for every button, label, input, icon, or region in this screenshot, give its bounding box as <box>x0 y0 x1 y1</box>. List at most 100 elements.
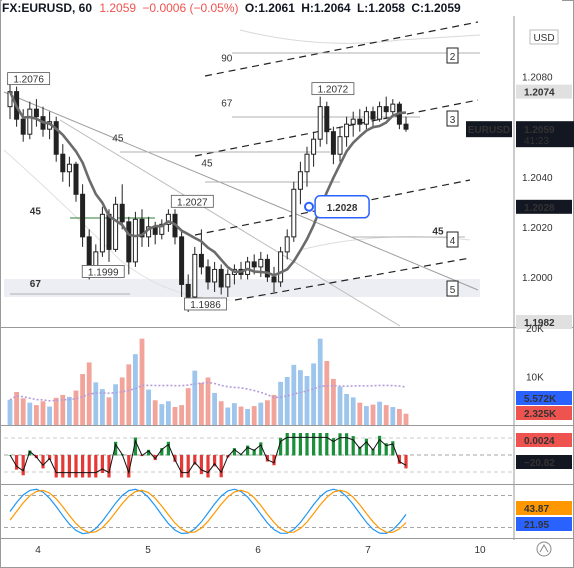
stoch-d-line <box>9 489 407 534</box>
price-annotation-box <box>81 265 125 278</box>
stoch-tag-box <box>516 501 572 515</box>
candle-body-down <box>126 221 132 263</box>
candle-body-up <box>66 163 72 173</box>
candle-body-up <box>93 251 99 268</box>
last-price-tag: 1.2059 <box>524 125 555 136</box>
candle <box>311 131 317 167</box>
oscillator-bar <box>166 441 170 456</box>
volume-tag: 2.325K <box>524 409 557 420</box>
candle <box>403 116 409 132</box>
candle <box>192 246 198 302</box>
candle <box>218 264 224 295</box>
time-tick: 6 <box>255 545 261 556</box>
volume-bar <box>344 393 349 425</box>
candle <box>337 126 343 162</box>
volume-bar <box>370 404 376 425</box>
candle-body-down <box>271 276 277 283</box>
oscillator-bar <box>285 433 289 456</box>
candle-body-up <box>278 251 284 283</box>
low-key: L: <box>356 1 369 15</box>
candle <box>291 181 297 242</box>
oscillator-bar <box>127 455 131 478</box>
oscillator-bar <box>305 433 309 456</box>
candle-body-up <box>350 118 356 125</box>
candle <box>212 261 218 292</box>
volume-bar <box>47 406 52 425</box>
candle-body-up <box>165 213 171 225</box>
volume-bar <box>291 364 297 425</box>
candle-body-down <box>198 253 204 268</box>
oscillator-tag-box <box>516 433 572 447</box>
oscillator-bar <box>100 455 104 473</box>
candle <box>278 246 284 287</box>
oscillator-bar <box>94 455 98 478</box>
time-tick: 5 <box>145 545 151 556</box>
volume-bar <box>205 377 211 425</box>
open-key: O: <box>244 1 259 15</box>
candle <box>205 259 211 290</box>
candles-layer <box>7 81 409 312</box>
volume-tag: 5.572K <box>524 394 557 405</box>
candle-body-down <box>205 266 211 283</box>
candle <box>198 229 204 275</box>
volume-bar <box>93 382 99 425</box>
oscillator-bar <box>259 442 263 456</box>
volume-bar <box>238 406 244 425</box>
candle-body-up <box>27 108 33 135</box>
oscillator-bar <box>74 455 78 478</box>
oscillator-bar <box>28 450 32 456</box>
volume-bar <box>218 401 224 425</box>
oscillator-bar <box>206 455 210 478</box>
candle-body-up <box>284 236 290 253</box>
candle <box>264 254 270 282</box>
candle <box>179 231 185 297</box>
level-label: 3 <box>450 115 456 126</box>
overlays-layer <box>8 91 407 277</box>
fib-label: 45 <box>112 134 124 145</box>
volume-tick: 20K <box>526 324 544 335</box>
oscillator-bar <box>345 433 349 456</box>
volume-bar <box>113 384 118 425</box>
oscillator-tag: 0.0024 <box>524 436 555 447</box>
moving-average-line <box>8 91 407 277</box>
symbol-label[interactable]: FX:EURUSD, 60 <box>2 1 93 15</box>
candle-body-up <box>212 268 218 283</box>
volume-average-line <box>9 381 407 402</box>
price-axis: 1.20801.20601.20401.20201.2000USD1.2074E… <box>35 29 574 557</box>
price-annotation: 1.1986 <box>190 300 221 311</box>
volume-bar <box>40 401 46 425</box>
volume-tag-box <box>516 406 572 420</box>
oscillator-tag: −20.82 <box>524 458 555 469</box>
oscillator-bar <box>325 433 329 456</box>
symbol-tag-box <box>466 121 512 138</box>
candle-body-down <box>119 203 125 223</box>
candle-body-down <box>80 193 86 238</box>
oscillator-bar <box>67 455 71 478</box>
candle-body-up <box>363 111 369 125</box>
price-annotation: 1.2027 <box>177 197 208 208</box>
oscillator-bar <box>378 435 382 456</box>
oscillator-bar <box>384 443 388 456</box>
volume-bar <box>284 376 290 425</box>
oscillator-bar <box>371 448 375 456</box>
candle-body-down <box>73 163 79 195</box>
level-label: 2 <box>450 52 456 63</box>
volume-tag-box <box>516 391 572 405</box>
candle <box>139 209 145 247</box>
price-annotation: 1.1999 <box>88 267 119 278</box>
candle-body-up <box>113 203 119 250</box>
oscillator-bar <box>15 455 19 470</box>
candle <box>33 99 39 127</box>
volume-bar <box>245 408 250 425</box>
fib-band <box>4 279 480 297</box>
oscillator-bar <box>265 455 269 462</box>
time-tick: 10 <box>474 545 486 556</box>
fib-label: 67 <box>30 279 42 290</box>
volume-bar <box>298 370 303 425</box>
candle-body-up <box>311 138 317 155</box>
oscillator-bar <box>186 455 190 478</box>
volume-bar <box>80 374 85 425</box>
candle <box>390 99 396 117</box>
volume-bar <box>14 392 19 425</box>
